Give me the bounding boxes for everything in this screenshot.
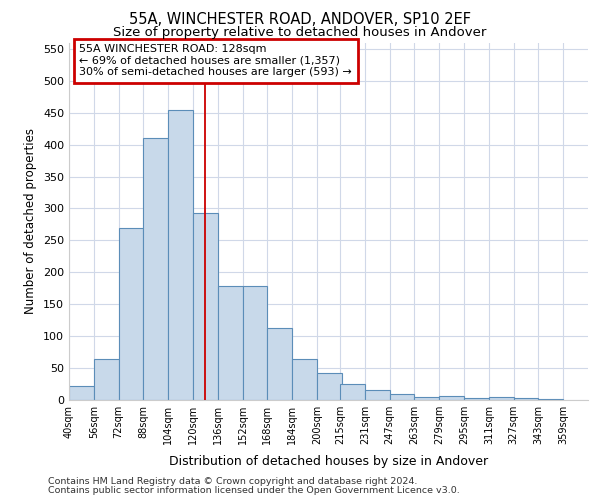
Bar: [218, 286, 242, 400]
Text: 55A WINCHESTER ROAD: 128sqm
← 69% of detached houses are smaller (1,357)
30% of : 55A WINCHESTER ROAD: 128sqm ← 69% of det…: [79, 44, 352, 78]
Bar: [538, 398, 563, 400]
Bar: [317, 372, 341, 400]
Bar: [69, 386, 94, 400]
Bar: [389, 394, 415, 400]
Bar: [143, 138, 168, 400]
Bar: [268, 328, 292, 400]
Bar: [514, 398, 538, 400]
Text: Contains public sector information licensed under the Open Government Licence v3: Contains public sector information licen…: [48, 486, 460, 495]
Bar: [94, 358, 119, 400]
Bar: [193, 213, 218, 400]
Bar: [168, 110, 193, 400]
Text: Size of property relative to detached houses in Andover: Size of property relative to detached ho…: [113, 26, 487, 39]
Bar: [365, 390, 389, 400]
Bar: [242, 286, 268, 400]
Bar: [119, 228, 143, 400]
X-axis label: Distribution of detached houses by size in Andover: Distribution of detached houses by size …: [169, 456, 488, 468]
Bar: [489, 398, 514, 400]
Text: 55A, WINCHESTER ROAD, ANDOVER, SP10 2EF: 55A, WINCHESTER ROAD, ANDOVER, SP10 2EF: [129, 12, 471, 28]
Bar: [464, 398, 489, 400]
Text: Contains HM Land Registry data © Crown copyright and database right 2024.: Contains HM Land Registry data © Crown c…: [48, 477, 418, 486]
Bar: [292, 358, 317, 400]
Bar: [415, 397, 439, 400]
Bar: [439, 396, 464, 400]
Bar: [340, 384, 365, 400]
Y-axis label: Number of detached properties: Number of detached properties: [25, 128, 37, 314]
